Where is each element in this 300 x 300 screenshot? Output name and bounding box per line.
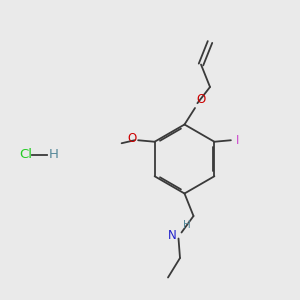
Text: H: H: [183, 220, 191, 230]
Text: Cl: Cl: [20, 148, 32, 161]
Text: O: O: [128, 132, 136, 145]
Text: O: O: [196, 93, 206, 106]
Text: I: I: [236, 134, 239, 147]
Text: H: H: [49, 148, 58, 161]
Text: N: N: [168, 229, 177, 242]
